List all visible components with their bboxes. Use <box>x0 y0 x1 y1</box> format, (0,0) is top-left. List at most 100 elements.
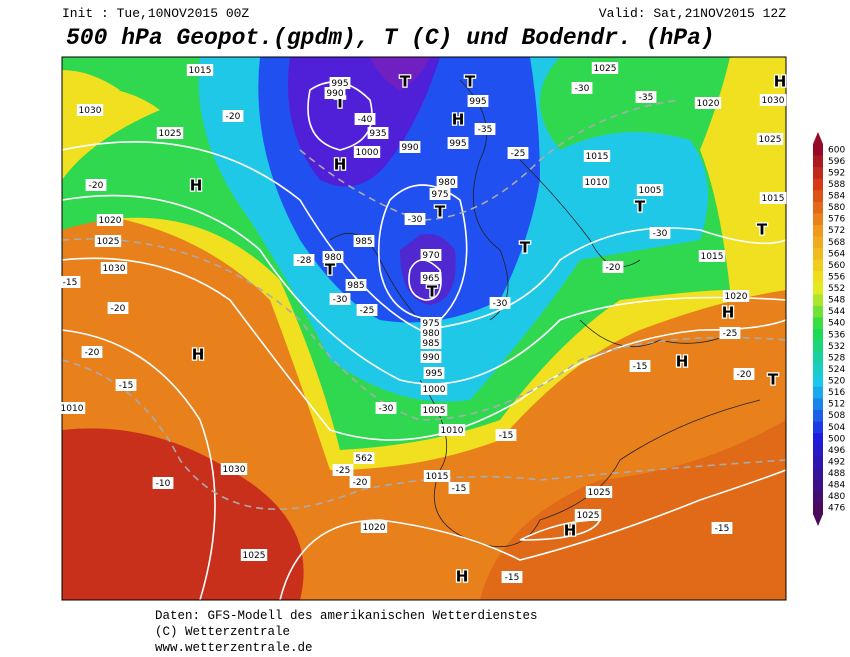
label-box <box>582 176 610 188</box>
pressure-center: T <box>435 203 446 221</box>
contour-label: 1020 <box>697 99 720 109</box>
label-box <box>156 127 184 139</box>
label-box <box>649 227 671 239</box>
pressure-center: H <box>564 522 577 540</box>
contour-label: -20 <box>606 263 621 273</box>
contour-label: -25 <box>336 466 351 476</box>
contour-label: 970 <box>422 251 439 261</box>
pressure-center: H <box>192 346 205 364</box>
contour-label: -30 <box>408 215 423 225</box>
contour-label: -30 <box>333 295 348 305</box>
colorbar-label: 480 <box>828 492 845 502</box>
colorbar-cell <box>813 479 823 492</box>
label-box <box>367 127 389 139</box>
label-box <box>322 251 344 263</box>
map-frame <box>61 56 787 601</box>
label-box <box>152 477 174 489</box>
contour-label: -15 <box>505 573 520 583</box>
pressure-center: T <box>465 73 476 91</box>
label-box <box>571 82 593 94</box>
contour-label: 1015 <box>586 152 609 162</box>
map-title: 500 hPa Geopot.(gpdm), T (C) und Bodendr… <box>66 25 715 51</box>
label-box <box>420 317 442 329</box>
contour-label: 1000 <box>356 148 379 158</box>
colorbar-label: 496 <box>828 446 845 456</box>
label-box <box>354 113 376 125</box>
colorbar-label: 564 <box>828 249 845 259</box>
contour-label: 1020 <box>725 292 748 302</box>
label-box <box>85 179 107 191</box>
contour-label: 985 <box>347 281 364 291</box>
label-box <box>495 429 517 441</box>
colorbar-cell <box>813 224 823 237</box>
label-box <box>240 549 268 561</box>
contour-label: 1020 <box>363 523 386 533</box>
colorbar-cell <box>813 248 823 261</box>
contour-label: 1025 <box>97 237 120 247</box>
contour-label: 562 <box>355 454 372 464</box>
contour-label: 935 <box>369 129 386 139</box>
pressure-center: T <box>635 198 646 216</box>
label-box <box>349 476 371 488</box>
init-text: Init : Tue,10NOV2015 00Z <box>62 6 249 21</box>
label-box <box>574 509 602 521</box>
colorbar-arrow-top <box>813 132 823 144</box>
contour-label: 1020 <box>99 216 122 226</box>
pressure-center: T <box>400 73 411 91</box>
footer-line: Daten: GFS-Modell des amerikanischen Wet… <box>155 609 538 623</box>
label-box <box>629 360 651 372</box>
colorbar-label: 576 <box>828 215 845 225</box>
label-box <box>186 64 214 76</box>
contour-label: 985 <box>355 237 372 247</box>
colorbar-label: 520 <box>828 377 845 387</box>
label-box <box>591 62 619 74</box>
contour-label: 1025 <box>243 551 266 561</box>
contour-label: 990 <box>326 89 343 99</box>
colorbar-label: 584 <box>828 192 845 202</box>
label-box <box>507 147 529 159</box>
footer-line: (C) Wetterzentrale <box>155 625 290 639</box>
contour-label: -30 <box>379 404 394 414</box>
contour-label: 980 <box>324 253 341 263</box>
colorbar-cell <box>813 433 823 446</box>
colorbar-cell <box>813 340 823 353</box>
colorbar-label: 488 <box>828 469 845 479</box>
colorbar-cell <box>813 317 823 330</box>
label-box <box>58 402 86 414</box>
colorbar-label: 504 <box>828 423 845 433</box>
colorbar-label: 476 <box>828 504 845 514</box>
contour-label: 985 <box>422 339 439 349</box>
label-box <box>438 424 466 436</box>
label-box <box>222 110 244 122</box>
contour-label: -30 <box>575 84 590 94</box>
contour-label: -25 <box>511 149 526 159</box>
pressure-center: T <box>520 239 531 257</box>
pressure-center: T <box>768 371 779 389</box>
colorbar-cell <box>813 444 823 457</box>
colorbar-label: 492 <box>828 457 845 467</box>
contour-label: -20 <box>85 348 100 358</box>
contour-label: 1025 <box>588 488 611 498</box>
contour-label: -30 <box>493 299 508 309</box>
label-box <box>489 297 511 309</box>
contour-label: 1025 <box>759 135 782 145</box>
colorbar-label: 544 <box>828 307 845 317</box>
colorbar-cell <box>813 167 823 180</box>
contour-label: 1005 <box>639 186 662 196</box>
contour-label: 995 <box>469 97 486 107</box>
label-box <box>694 97 722 109</box>
contour-label: 995 <box>331 79 348 89</box>
contour-label: 990 <box>422 353 439 363</box>
label-box <box>100 262 128 274</box>
colorbar-cell <box>813 213 823 226</box>
contour-label: 995 <box>425 369 442 379</box>
label-box <box>353 235 375 247</box>
contour-label: 1015 <box>426 472 449 482</box>
colorbar-cell <box>813 421 823 434</box>
contour-label: 995 <box>449 139 466 149</box>
label-box <box>360 521 388 533</box>
colorbar-cell <box>813 259 823 272</box>
label-box <box>698 250 726 262</box>
label-box <box>759 94 787 106</box>
colorbar-label: 592 <box>828 168 845 178</box>
